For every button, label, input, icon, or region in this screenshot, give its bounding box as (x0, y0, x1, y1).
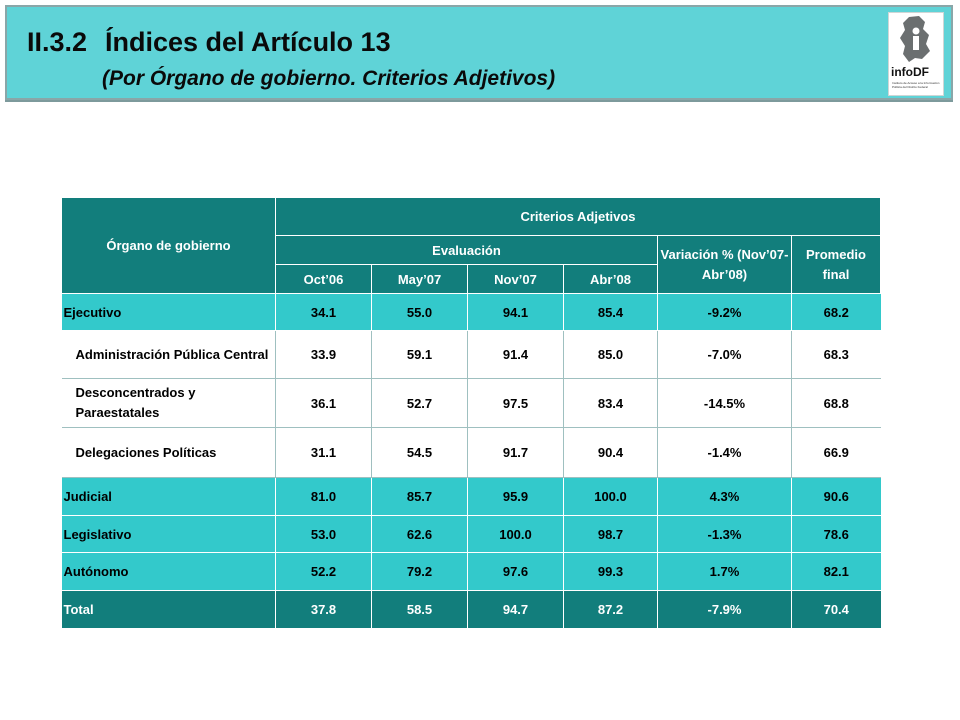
cell-value: 54.5 (371, 427, 468, 478)
cell-value: 85.4 (563, 293, 658, 331)
cell-value: 94.1 (467, 293, 564, 331)
header-period: Abr’08 (563, 264, 658, 294)
cell-value: 53.0 (275, 515, 372, 553)
title-banner: II.3.2 Índices del Artículo 13 (Por Órgan… (5, 5, 953, 100)
cell-value: 58.5 (371, 590, 468, 629)
logo-wordmark: infoDF (891, 65, 929, 79)
cell-value: 97.5 (467, 378, 564, 428)
cell-value: 87.2 (563, 590, 658, 629)
cell-value: 34.1 (275, 293, 372, 331)
table-row: Delegaciones Políticas 31.1 54.5 91.7 90… (61, 427, 881, 478)
cell-value: 83.4 (563, 378, 658, 428)
header-variacion: Variación % (Nov’07-Abr’08) (657, 235, 792, 294)
row-label: Legislativo (61, 515, 276, 553)
cell-value: 81.0 (275, 477, 372, 516)
cell-value: 33.9 (275, 330, 372, 379)
cell-promedio: 68.3 (791, 330, 881, 379)
table-row: Autónomo 52.2 79.2 97.6 99.3 1.7% 82.1 (61, 552, 881, 591)
cell-value: 55.0 (371, 293, 468, 331)
logo-caption: Instituto de Acceso a la Información Púb… (892, 81, 940, 89)
row-label: Total (61, 590, 276, 629)
cell-promedio: 70.4 (791, 590, 881, 629)
row-label: Judicial (61, 477, 276, 516)
cell-value: 37.8 (275, 590, 372, 629)
cell-variacion: -1.3% (657, 515, 792, 553)
cell-value: 52.7 (371, 378, 468, 428)
table-row-total: Total 37.8 58.5 94.7 87.2 -7.9% 70.4 (61, 590, 881, 629)
row-label: Autónomo (61, 552, 276, 591)
table-row: Judicial 81.0 85.7 95.9 100.0 4.3% 90.6 (61, 477, 881, 516)
cell-value: 36.1 (275, 378, 372, 428)
table-row: Ejecutivo 34.1 55.0 94.1 85.4 -9.2% 68.2 (61, 293, 881, 331)
cell-promedio: 78.6 (791, 515, 881, 553)
header-criterios: Criterios Adjetivos (275, 197, 881, 236)
cell-value: 52.2 (275, 552, 372, 591)
header-period: Oct’06 (275, 264, 372, 294)
cell-value: 94.7 (467, 590, 564, 629)
cell-promedio: 90.6 (791, 477, 881, 516)
page-subtitle: (Por Órgano de gobierno. Criterios Adjet… (102, 67, 556, 90)
header-organo: Órgano de gobierno (61, 197, 276, 294)
cell-value: 97.6 (467, 552, 564, 591)
row-label: Administración Pública Central (61, 330, 276, 379)
table-row: Legislativo 53.0 62.6 100.0 98.7 -1.3% 7… (61, 515, 881, 553)
cell-value: 90.4 (563, 427, 658, 478)
cell-value: 95.9 (467, 477, 564, 516)
row-label: Desconcentrados y Paraestatales (61, 378, 276, 428)
header-promedio: Promedio final (791, 235, 881, 294)
cell-value: 100.0 (467, 515, 564, 553)
cell-value: 100.0 (563, 477, 658, 516)
header-period: May’07 (371, 264, 468, 294)
cell-value: 91.4 (467, 330, 564, 379)
table-row: Administración Pública Central 33.9 59.1… (61, 330, 881, 379)
header-evaluacion: Evaluación (275, 235, 658, 265)
cell-value: 62.6 (371, 515, 468, 553)
cell-variacion: -7.9% (657, 590, 792, 629)
cell-variacion: 1.7% (657, 552, 792, 591)
cell-variacion: -1.4% (657, 427, 792, 478)
row-label: Ejecutivo (61, 293, 276, 331)
cell-value: 59.1 (371, 330, 468, 379)
cell-value: 79.2 (371, 552, 468, 591)
header-period: Nov’07 (467, 264, 564, 294)
cell-value: 85.0 (563, 330, 658, 379)
cell-variacion: -9.2% (657, 293, 792, 331)
cell-variacion: 4.3% (657, 477, 792, 516)
cell-value: 99.3 (563, 552, 658, 591)
cell-promedio: 66.9 (791, 427, 881, 478)
map-silhouette-icon (900, 16, 930, 62)
cell-value: 98.7 (563, 515, 658, 553)
indices-table: Órgano de gobierno Criterios Adjetivos E… (61, 197, 881, 629)
cell-promedio: 82.1 (791, 552, 881, 591)
table-row: Desconcentrados y Paraestatales 36.1 52.… (61, 378, 881, 428)
cell-value: 85.7 (371, 477, 468, 516)
title-text: Índices del Artículo 13 (105, 27, 391, 57)
cell-promedio: 68.2 (791, 293, 881, 331)
page-title: II.3.2 Índices del Artículo 13 (27, 27, 391, 58)
cell-promedio: 68.8 (791, 378, 881, 428)
cell-value: 91.7 (467, 427, 564, 478)
row-label: Delegaciones Políticas (61, 427, 276, 478)
section-number: II.3.2 (27, 27, 88, 57)
cell-variacion: -7.0% (657, 330, 792, 379)
cell-variacion: -14.5% (657, 378, 792, 428)
infodf-logo: infoDF Instituto de Acceso a la Informac… (888, 12, 944, 96)
cell-value: 31.1 (275, 427, 372, 478)
